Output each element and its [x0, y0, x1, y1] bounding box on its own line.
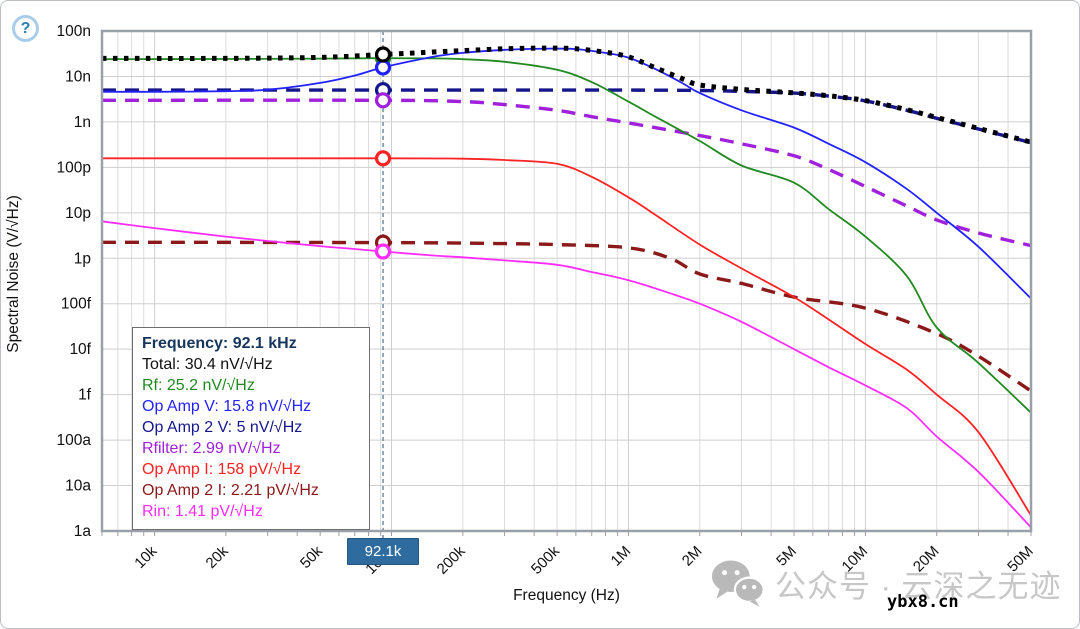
cursor-marker-opamp_v[interactable]: [374, 59, 392, 76]
x-tick-label: 200k: [434, 542, 469, 577]
plot-border: [100, 29, 1033, 533]
x-tick-label: 1M: [608, 543, 635, 570]
cursor-marker-rfilter[interactable]: [374, 92, 392, 109]
watermark-text: 公众号 · 云深之无迹: [775, 568, 1062, 604]
cursor-tooltip: Frequency: 92.1 kHz Total: 30.4 nV/√Hz Rf…: [132, 327, 370, 530]
series-total: [101, 45, 1032, 145]
series-opamp2_i: [101, 240, 1032, 393]
y-tick-label: 1n: [74, 114, 91, 131]
cursor-marker-total[interactable]: [374, 46, 392, 63]
y-tick-label: 10p: [65, 205, 91, 222]
watermark-site: ybx8.cn: [887, 592, 959, 612]
x-tick-label: 10k: [131, 542, 160, 571]
series-rin: [101, 220, 1032, 529]
y-axis-title: Spectral Noise (V/√Hz): [5, 195, 22, 353]
tooltip-row-7: Rin: 1.41 pV/√Hz: [142, 503, 263, 520]
y-tick-label: 100f: [61, 296, 92, 313]
x-tick-label: 20k: [203, 542, 232, 571]
tooltip-row-5: Op Amp I: 158 pV/√Hz: [142, 461, 302, 478]
x-tick-label: 2M: [679, 543, 706, 570]
cursor-marker-rin[interactable]: [374, 243, 392, 260]
watermark: 公众号 · 云深之无迹: [711, 559, 1062, 607]
y-tick-label: 1f: [78, 387, 92, 404]
y-tick-label: 10a: [65, 478, 91, 495]
x-tick-label: 500k: [528, 542, 563, 577]
y-tick-label: 10f: [69, 341, 91, 358]
help-icon: ?: [20, 19, 31, 37]
badge-label: 92.1k: [364, 543, 402, 560]
tooltip-row-4: Rfilter: 2.99 nV/√Hz: [142, 440, 281, 457]
y-tick-label: 100p: [57, 159, 91, 176]
cursor-marker-opamp_i[interactable]: [374, 150, 392, 167]
x-axis-title: Frequency (Hz): [513, 587, 620, 604]
y-tick-label: 100a: [57, 432, 92, 449]
help-button[interactable]: ?: [12, 15, 39, 42]
y-tick-label: 10n: [65, 68, 91, 85]
y-tick-label: 1p: [74, 250, 91, 267]
series-opamp2_v: [102, 88, 1032, 145]
cursor-frequency-badge[interactable]: 92.1k: [347, 538, 419, 565]
x-tick-label: 50k: [297, 542, 326, 571]
wechat-icon: [711, 560, 765, 607]
tooltip-row-2: Op Amp V: 15.8 nV/√Hz: [142, 398, 312, 415]
series-opamp_v: [101, 47, 1032, 300]
tooltip-row-0: Total: 30.4 nV/√Hz: [142, 356, 273, 373]
y-tick-label: 100n: [57, 23, 91, 40]
tooltip-row-6: Op Amp 2 I: 2.21 pV/√Hz: [142, 482, 319, 499]
tooltip-row-3: Op Amp 2 V: 5 nV/√Hz: [142, 419, 303, 436]
y-tick-label: 1a: [74, 523, 92, 540]
tooltip-frequency: Frequency: 92.1 kHz: [142, 335, 297, 352]
series-opamp_i: [101, 157, 1032, 516]
series-rf: [101, 57, 1032, 414]
series-rfilter: [101, 98, 1032, 248]
tooltip-row-1: Rf: 25.2 nV/√Hz: [142, 377, 255, 394]
